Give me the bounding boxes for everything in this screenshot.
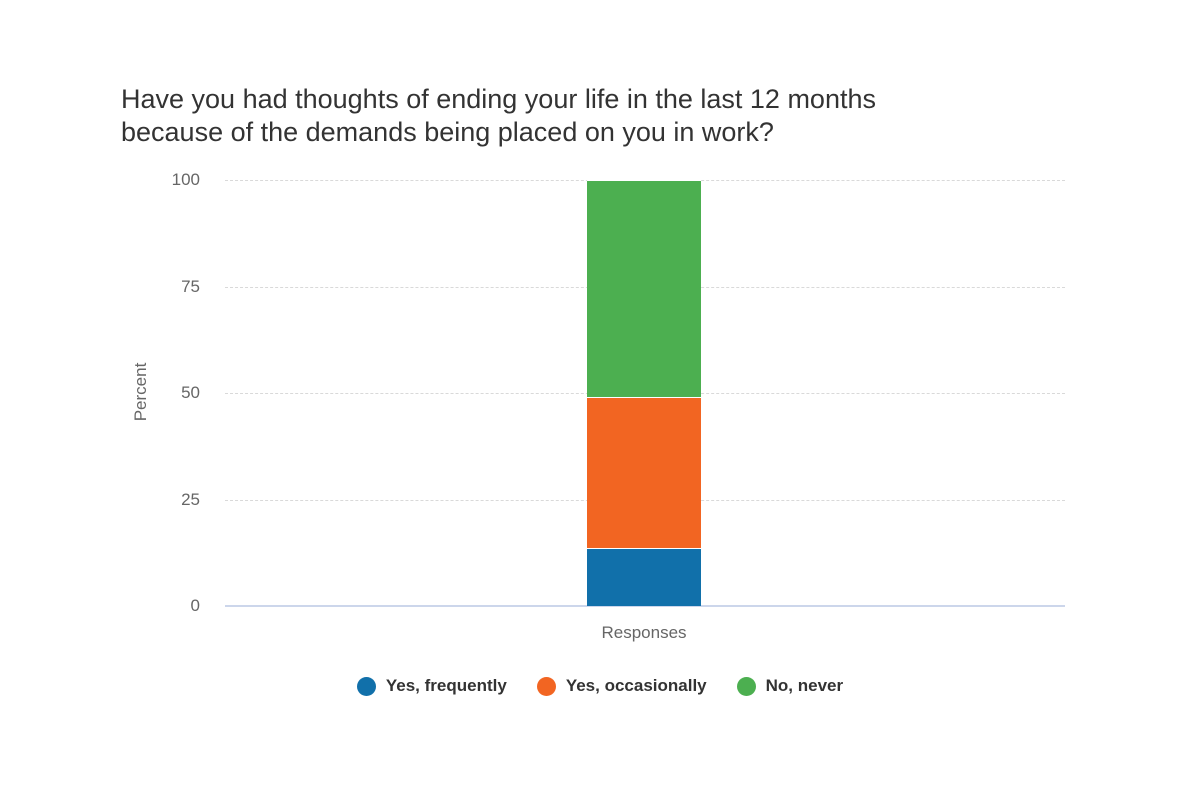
y-tick-label: 25 — [181, 489, 200, 509]
legend: Yes, frequently Yes, occasionally No, ne… — [0, 676, 1200, 696]
x-axis-category-label: Responses — [601, 623, 687, 642]
y-tick-label: 100 — [171, 170, 200, 189]
legend-item-yes-frequently[interactable]: Yes, frequently — [356, 676, 507, 696]
legend-marker-icon — [736, 676, 756, 696]
legend-label: No, never — [765, 676, 844, 695]
legend-label: Yes, frequently — [385, 676, 507, 695]
stacked-bar-responses[interactable] — [587, 180, 701, 606]
chart-title-line-1: Have you had thoughts of ending your lif… — [121, 84, 876, 114]
chart-title: Have you had thoughts of ending your lif… — [121, 83, 876, 149]
legend-marker-icon — [536, 676, 556, 696]
y-tick-label: 50 — [181, 383, 200, 402]
legend-item-no-never[interactable]: No, never — [736, 676, 844, 696]
y-tick-label: 75 — [181, 276, 200, 296]
bar-segment-no-never[interactable] — [587, 180, 701, 398]
legend-marker-icon — [356, 676, 376, 696]
y-tick-label: 0 — [190, 596, 200, 615]
x-axis-line — [225, 605, 1065, 607]
legend-item-yes-occasionally[interactable]: Yes, occasionally — [536, 676, 707, 696]
chart-title-line-2: because of the demands being placed on y… — [121, 117, 774, 147]
bar-segment-yes-occasionally[interactable] — [587, 397, 701, 549]
legend-label: Yes, occasionally — [565, 676, 707, 695]
bar-segment-yes-frequently[interactable] — [587, 548, 701, 606]
